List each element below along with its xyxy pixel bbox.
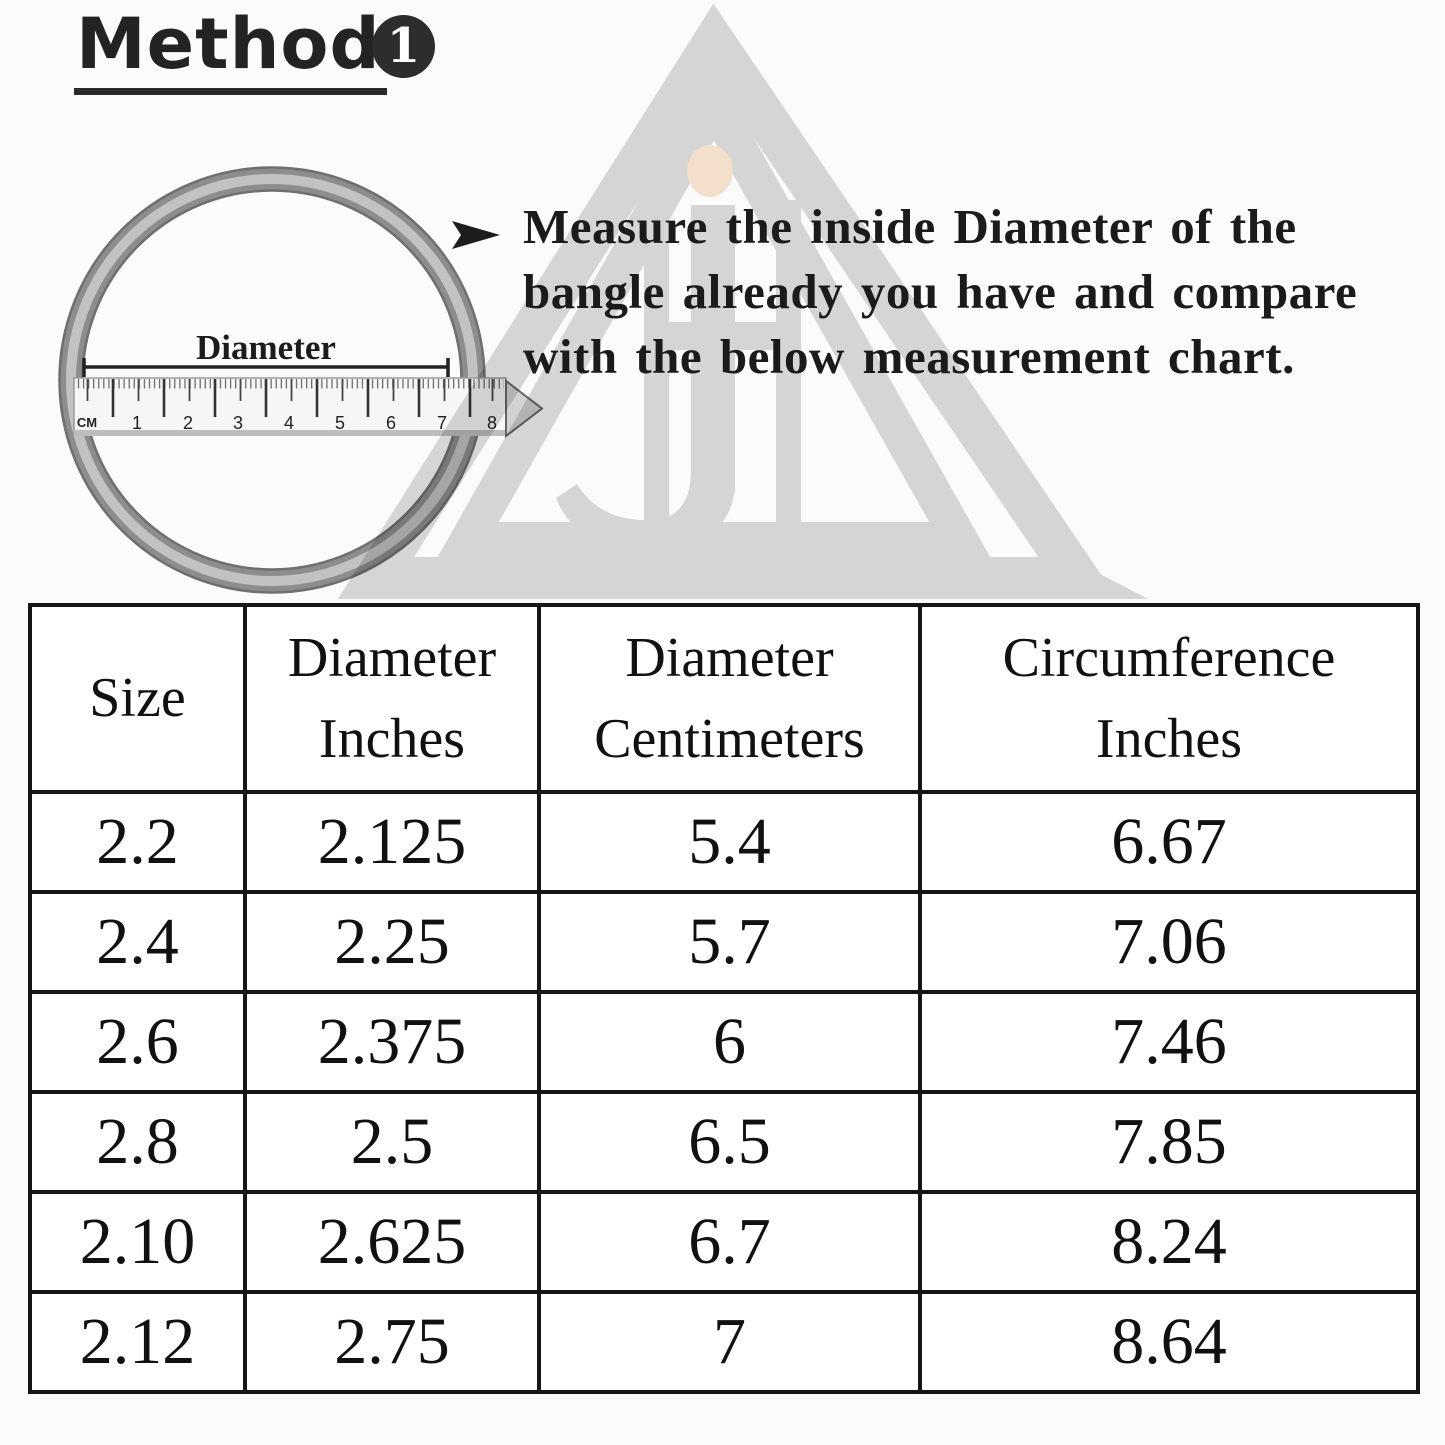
header-line: Diameter bbox=[287, 626, 497, 689]
ruler-mark: 5 bbox=[335, 413, 345, 433]
table-header-row: Size Diameter Inches Diameter Centimeter… bbox=[28, 603, 1420, 794]
cell-size: 2.12 bbox=[28, 1290, 247, 1394]
ruler-icon: CM 1 2 3 4 5 6 7 8 bbox=[73, 377, 544, 439]
cell-diameter-inches: 2.25 bbox=[243, 890, 541, 994]
size-chart: Size Diameter Inches Diameter Centimeter… bbox=[28, 603, 1420, 1394]
table-row: 2.10 2.625 6.7 8.24 bbox=[28, 1190, 1420, 1294]
cell-diameter-inches: 2.75 bbox=[243, 1290, 541, 1394]
table-row: 2.4 2.25 5.7 7.06 bbox=[28, 890, 1420, 994]
ruler-mark: 2 bbox=[183, 413, 193, 433]
cell-circumference-inches: 7.46 bbox=[918, 990, 1420, 1094]
ruler-mark: 4 bbox=[284, 413, 294, 433]
cell-diameter-inches: 2.375 bbox=[243, 990, 541, 1094]
header-line: Inches bbox=[1095, 707, 1243, 770]
ruler-unit-label: CM bbox=[77, 415, 97, 430]
cell-size: 2.2 bbox=[28, 790, 247, 894]
instruction-line: with the below measurement chart. bbox=[523, 329, 1295, 384]
cell-diameter-inches: 2.125 bbox=[243, 790, 541, 894]
cell-size: 2.8 bbox=[28, 1090, 247, 1194]
cell-size: 2.4 bbox=[28, 890, 247, 994]
cell-diameter-centimeters: 6 bbox=[537, 990, 922, 1094]
cell-size: 2.6 bbox=[28, 990, 247, 1094]
column-header-diameter-inches: Diameter Inches bbox=[243, 603, 541, 794]
ruler-mark: 7 bbox=[437, 413, 447, 433]
cell-circumference-inches: 8.24 bbox=[918, 1190, 1420, 1294]
instruction-line: Measure the inside Diameter of the bbox=[523, 199, 1297, 254]
method-number-badge: 1 bbox=[372, 15, 435, 78]
column-header-diameter-centimeters: Diameter Centimeters bbox=[537, 603, 922, 794]
cell-circumference-inches: 8.64 bbox=[918, 1290, 1420, 1394]
arrow-bullet-icon bbox=[452, 221, 500, 249]
ruler-mark: 8 bbox=[487, 413, 497, 433]
cell-diameter-inches: 2.625 bbox=[243, 1190, 541, 1294]
diameter-label: Diameter bbox=[196, 328, 336, 367]
page-title: Method bbox=[74, 7, 387, 95]
header-line: Diameter bbox=[625, 626, 834, 689]
ruler-mark: 1 bbox=[132, 413, 142, 433]
cell-diameter-inches: 2.5 bbox=[243, 1090, 541, 1194]
cell-size: 2.10 bbox=[28, 1190, 247, 1294]
column-header-size: Size bbox=[28, 603, 247, 794]
cell-diameter-centimeters: 6.5 bbox=[537, 1090, 922, 1194]
cell-circumference-inches: 6.67 bbox=[918, 790, 1420, 894]
table-row: 2.2 2.125 5.4 6.67 bbox=[28, 790, 1420, 894]
bangle-ruler-illustration: Diameter CM 1 2 3 bbox=[58, 166, 544, 594]
table-row: 2.12 2.75 7 8.64 bbox=[28, 1290, 1420, 1394]
cell-circumference-inches: 7.85 bbox=[918, 1090, 1420, 1194]
ruler-mark: 6 bbox=[386, 413, 396, 433]
instruction-line: bangle already you have and compare bbox=[523, 264, 1358, 319]
cell-diameter-centimeters: 7 bbox=[537, 1290, 922, 1394]
cell-diameter-centimeters: 5.4 bbox=[537, 790, 922, 894]
watermark-dot bbox=[687, 145, 733, 197]
header-line: Centimeters bbox=[594, 707, 865, 770]
column-header-circumference-inches: Circumference Inches bbox=[918, 603, 1420, 794]
header-line: Inches bbox=[318, 707, 466, 770]
ruler-mark: 3 bbox=[233, 413, 243, 433]
instruction-text: Measure the inside Diameter of the bangl… bbox=[523, 194, 1445, 389]
table-row: 2.8 2.5 6.5 7.85 bbox=[28, 1090, 1420, 1194]
cell-diameter-centimeters: 5.7 bbox=[537, 890, 922, 994]
cell-diameter-centimeters: 6.7 bbox=[537, 1190, 922, 1294]
header-line: Size bbox=[89, 667, 186, 729]
ruler-tip-icon bbox=[505, 378, 544, 439]
table-row: 2.6 2.375 6 7.46 bbox=[28, 990, 1420, 1094]
cell-circumference-inches: 7.06 bbox=[918, 890, 1420, 994]
header-line: Circumference bbox=[1002, 626, 1336, 689]
